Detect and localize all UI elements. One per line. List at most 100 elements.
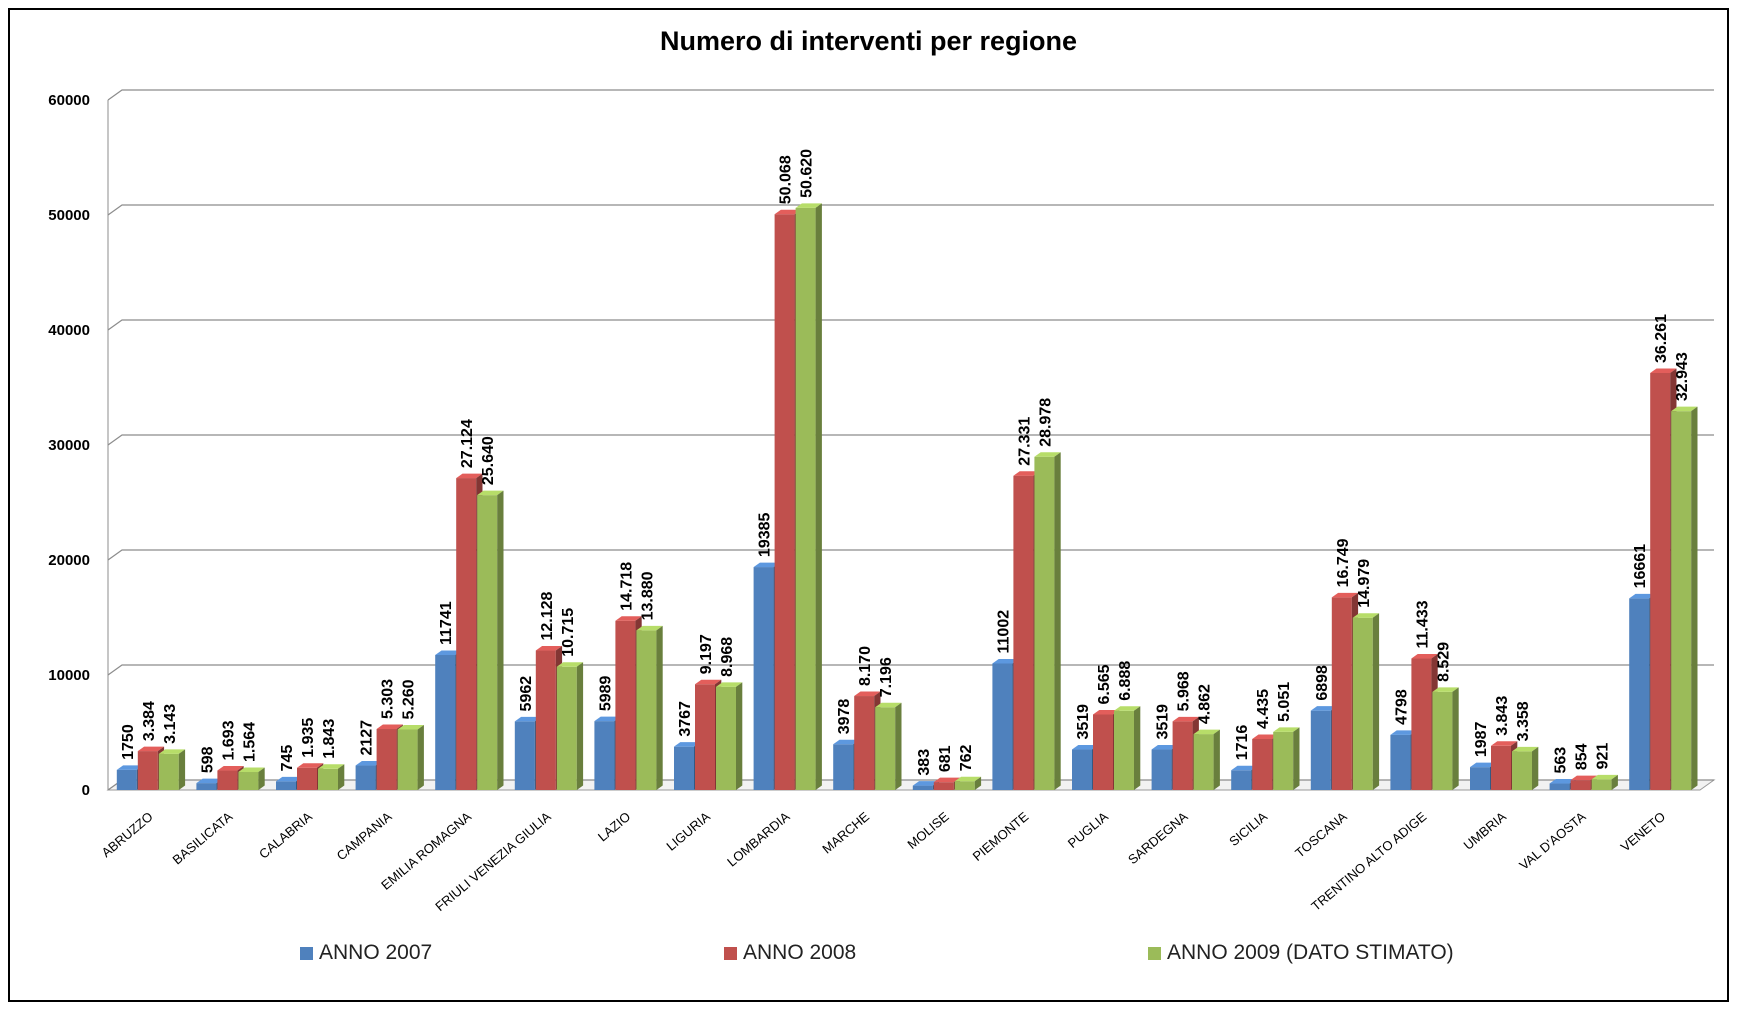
data-label: 27.124 (459, 419, 476, 468)
bar-top (1591, 774, 1618, 780)
x-tick-label: LAZIO (595, 809, 633, 845)
bar-top (615, 616, 642, 621)
data-label: 5962 (518, 676, 535, 712)
data-label: 4798 (1393, 689, 1410, 725)
bar (753, 567, 774, 790)
data-label: 5.968 (1176, 671, 1193, 711)
x-tick-label: MOLISE (904, 809, 952, 852)
bar (1491, 745, 1511, 790)
bar (1470, 767, 1490, 790)
bar (137, 751, 158, 790)
x-tick-label: PUGLIA (1065, 809, 1111, 851)
bar-top (954, 776, 982, 782)
data-label: 8.170 (857, 646, 874, 686)
legend-label-2008: ANNO 2008 (743, 941, 857, 964)
bar-side (974, 776, 982, 790)
bar (276, 781, 296, 790)
bar-top (636, 625, 663, 631)
bar-top (992, 658, 1019, 664)
bar-top (695, 679, 722, 685)
bar-top (238, 767, 265, 773)
bar-side (1054, 452, 1061, 790)
data-label: 12.128 (539, 591, 556, 640)
bar-side (895, 702, 902, 790)
bar-top (137, 746, 165, 752)
bar (1591, 779, 1612, 790)
bar-side (417, 725, 424, 790)
bar-top (594, 716, 621, 722)
data-label: 50.620 (799, 149, 816, 198)
y-tick-label: 0 (82, 782, 90, 799)
data-label: 1.935 (300, 718, 317, 758)
bar (875, 707, 896, 790)
bar (397, 729, 418, 790)
y-tick-label: 20000 (48, 552, 90, 569)
data-label: 27.331 (1016, 417, 1033, 466)
bar-top (535, 646, 563, 651)
data-label: 3.384 (141, 701, 158, 741)
data-label: 854 (1574, 743, 1591, 770)
y-tick-label: 40000 (48, 322, 90, 339)
data-label: 1.843 (321, 719, 338, 759)
bar-top (1390, 730, 1417, 735)
bar (854, 696, 875, 790)
bar (695, 684, 715, 790)
chart-frame (8, 8, 1729, 1002)
x-tick-label: PIEMONTE (970, 809, 1032, 864)
bar-top (933, 777, 961, 783)
bar-top (318, 764, 345, 769)
bar (435, 654, 456, 790)
x-tick-label: VAL D'AOSTA (1516, 809, 1588, 873)
bar-top (716, 682, 743, 687)
bar-top (875, 702, 902, 708)
bar-side (1611, 774, 1618, 790)
data-label: 36.261 (1653, 314, 1670, 363)
data-label: 16661 (1632, 544, 1649, 589)
data-label: 1.564 (241, 722, 258, 762)
bar-top (1512, 746, 1539, 752)
bar (1013, 475, 1034, 790)
bar (1570, 780, 1591, 790)
data-label: 3519 (1075, 704, 1092, 740)
bar-top (1172, 716, 1199, 722)
x-tick-label: LIGURIA (663, 809, 713, 854)
data-label: 6.565 (1096, 664, 1113, 704)
bar-top (833, 739, 860, 745)
bar (1252, 738, 1273, 790)
bar-top (1273, 727, 1300, 732)
x-tick-label: UMBRIA (1461, 809, 1510, 853)
data-label: 16.749 (1335, 538, 1352, 587)
bar (116, 769, 137, 790)
bar-top (912, 781, 940, 786)
bar (594, 721, 615, 790)
bar (992, 663, 1013, 790)
bar (1273, 731, 1294, 790)
bar (158, 753, 179, 790)
data-label: 3767 (677, 701, 694, 737)
data-label: 3978 (836, 699, 853, 735)
bar (376, 729, 397, 790)
legend-item-2009: ANNO 2009 (DATO STIMATO) (1148, 941, 1454, 965)
bar-side (736, 682, 743, 790)
gridline (107, 204, 1714, 216)
bar-top (1671, 406, 1698, 412)
bar-top (1072, 745, 1099, 750)
x-tick-label: CAMPANIA (334, 809, 395, 864)
bar (1151, 749, 1172, 790)
bar (556, 666, 577, 790)
bar-top (1570, 775, 1597, 781)
data-label: 32.943 (1674, 352, 1691, 401)
bar (477, 495, 498, 790)
bar-side (497, 490, 504, 790)
bar-top (196, 778, 223, 784)
x-tick-label: BASILICATA (170, 809, 236, 868)
data-label: 7.196 (878, 657, 895, 697)
bar (217, 770, 238, 790)
data-label: 28.978 (1037, 398, 1054, 447)
bar-top (477, 490, 504, 496)
data-label: 3.143 (162, 704, 179, 744)
data-label: 13.880 (639, 571, 656, 620)
bar-top (116, 765, 144, 770)
data-label: 25.640 (480, 436, 497, 485)
data-label: 1750 (120, 724, 137, 760)
